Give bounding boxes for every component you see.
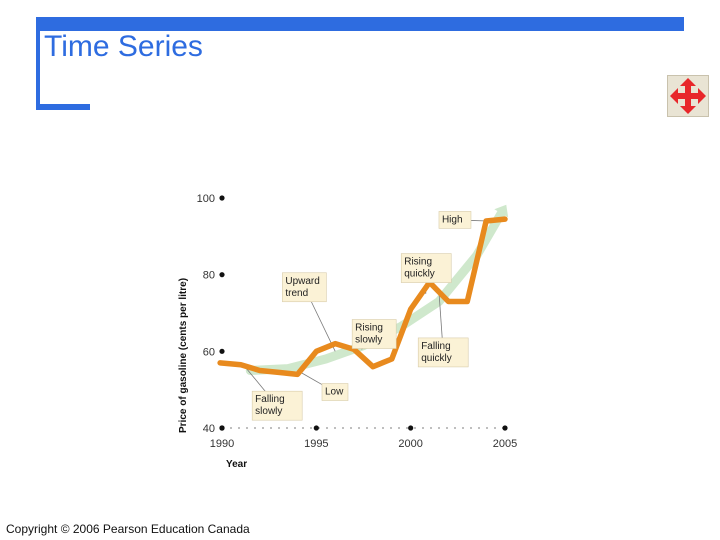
y-tick-dot [219, 348, 225, 354]
x-tick-dot [408, 425, 414, 431]
annotation-label: Low [325, 387, 344, 398]
annotation-label: slowly [355, 335, 382, 346]
x-tick-dot [313, 425, 319, 431]
annotation-label: trend [285, 288, 308, 299]
y-tick-label: 60 [203, 346, 215, 358]
y-tick-label: 80 [203, 270, 215, 282]
annotation-label: slowly [255, 406, 282, 417]
x-tick-label: 1995 [304, 438, 328, 450]
trend-arrow-head [494, 204, 509, 218]
title-accent-bar-left [36, 17, 40, 109]
y-tick-dot [219, 195, 225, 201]
annotation-label: Falling [421, 341, 450, 352]
annotation-leader-line [246, 368, 266, 392]
annotation-leader-line [438, 291, 443, 338]
four-way-arrows-icon [670, 78, 706, 114]
annotation-label: quickly [404, 269, 435, 280]
y-tick-dot [219, 272, 225, 278]
annotation-label: High [442, 214, 463, 225]
annotation-box [417, 337, 469, 368]
y-tick-label: 40 [203, 423, 215, 435]
annotation-box [251, 390, 303, 421]
annotation-label: Falling [255, 394, 284, 405]
annotation-box [321, 383, 349, 401]
annotation-label: Upward [285, 276, 319, 287]
navigation-button[interactable] [667, 75, 709, 117]
copyright-notice: Copyright © 2006 Pearson Education Canad… [6, 522, 250, 536]
x-tick-dot [502, 425, 508, 431]
annotation-label: quickly [421, 353, 452, 364]
slide-title: Time Series [44, 30, 203, 63]
annotation-label: Rising [355, 323, 383, 334]
annotation-label: Rising [404, 257, 432, 268]
y-axis-title: Price of gasoline (cents per litre) [178, 278, 189, 433]
x-axis-title: Year [226, 459, 247, 470]
annotation-box [351, 319, 397, 349]
annotation-box [282, 272, 327, 303]
x-tick-label: 2005 [493, 438, 517, 450]
x-tick-dot [219, 425, 225, 431]
title-accent-bar-bottom [36, 104, 90, 110]
x-tick-label: 2000 [398, 438, 422, 450]
y-tick-label: 100 [197, 193, 215, 205]
annotation-box [438, 211, 472, 229]
annotation-box [400, 253, 452, 283]
title-accent-bar-top [36, 17, 684, 31]
gasoline-price-line [217, 216, 508, 378]
x-tick-label: 1990 [210, 438, 234, 450]
